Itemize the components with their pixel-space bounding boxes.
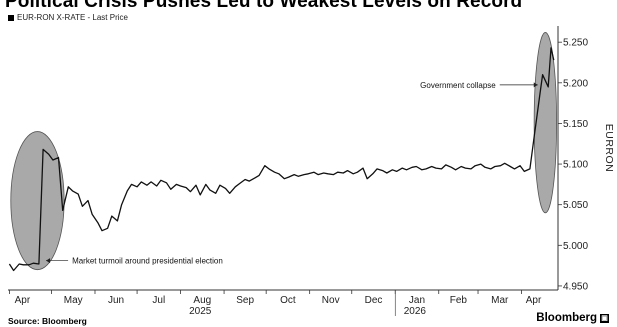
- highlight-ellipse-1: [10, 131, 65, 271]
- x-tick-label: Jan: [409, 295, 425, 306]
- x-tick-label: Oct: [280, 295, 296, 306]
- y-tick-label: 5.100: [563, 160, 588, 171]
- x-tick-label: Jun: [108, 295, 124, 306]
- axes: Apr May Jun Jul Aug Sep Oct Nov Dec Jan Feb Mar Apr 2…: [8, 26, 615, 317]
- annotation-label-1: Market turmoil around presidential elect…: [72, 257, 223, 266]
- chart-legend: EUR-RON X-RATE - Last Price: [8, 13, 128, 22]
- brand-logo: Bloomberg ▣: [536, 312, 609, 324]
- y-tick-label: 5.000: [563, 241, 588, 252]
- x-tick-label: Dec: [365, 295, 383, 306]
- x-tick-label: Jul: [152, 295, 165, 306]
- x-tick-label: Nov: [322, 295, 340, 306]
- y-tick-label: 5.050: [563, 200, 588, 211]
- series-group: [8, 47, 555, 272]
- annotation-arrowhead-2: [533, 82, 538, 88]
- highlight-ellipse-2: [533, 32, 557, 214]
- y-tick-label: 5.150: [563, 119, 588, 130]
- source-note: Source: Bloomberg: [8, 316, 87, 326]
- x-tick-label: Apr: [526, 295, 542, 306]
- x-tick-label: Sep: [236, 295, 254, 306]
- legend-swatch: [8, 14, 14, 21]
- x-tick-label: May: [64, 295, 83, 306]
- y-axis-title: EURRON: [603, 124, 615, 173]
- x-tick-label: Feb: [450, 295, 468, 306]
- x-tick-label: Mar: [491, 295, 509, 306]
- legend-label: EUR-RON X-RATE - Last Price: [17, 13, 128, 22]
- brand-mark-icon: ▣: [600, 313, 609, 323]
- y-tick-label: 4.950: [563, 281, 588, 292]
- year-label: 2026: [404, 306, 427, 317]
- series-line-1: [8, 47, 555, 272]
- y-tick-label: 5.250: [563, 38, 588, 49]
- year-label: 2025: [189, 306, 212, 317]
- chart-title: Political Crisis Pushes Leu to Weakest L…: [5, 0, 523, 12]
- annotation-arrowhead-1: [46, 258, 51, 264]
- y-tick-label: 5.200: [563, 78, 588, 89]
- x-tick-label: Apr: [15, 295, 31, 306]
- annotations: Market turmoil around presidential elect…: [46, 81, 538, 266]
- x-tick-label: Aug: [193, 295, 211, 306]
- brand-name: Bloomberg: [536, 312, 597, 324]
- highlight-ellipses: [10, 32, 557, 271]
- annotation-label-2: Government collapse: [420, 81, 496, 90]
